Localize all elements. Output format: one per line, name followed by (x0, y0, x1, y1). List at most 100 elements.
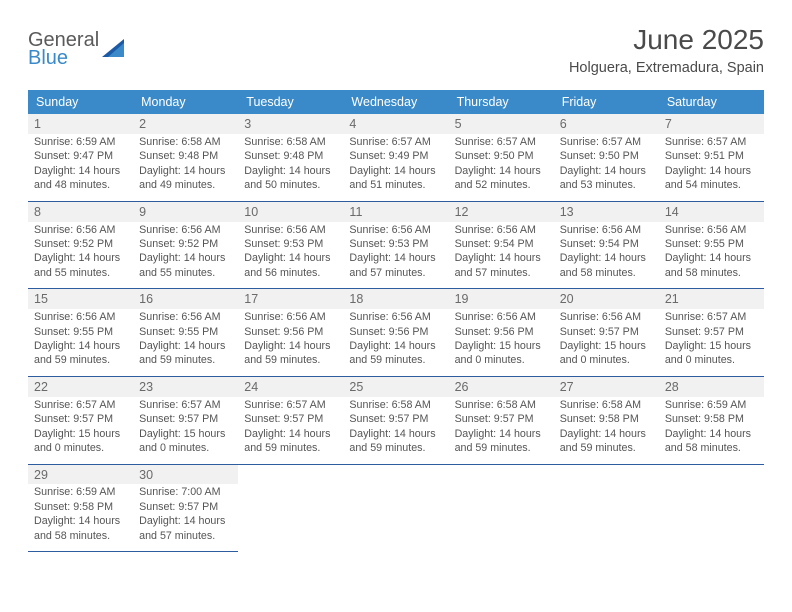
daylight-line: Daylight: 14 hours and 59 minutes. (349, 339, 442, 368)
sunset-line: Sunset: 9:47 PM (34, 149, 127, 163)
daylight-line: Daylight: 14 hours and 58 minutes. (665, 427, 758, 456)
sunset-line: Sunset: 9:56 PM (455, 325, 548, 339)
calendar-page: General Blue June 2025 Holguera, Extrema… (0, 0, 792, 552)
calendar-cell: 3Sunrise: 6:58 AMSunset: 9:48 PMDaylight… (238, 114, 343, 202)
day-number: 15 (28, 289, 133, 309)
day-number: 25 (343, 377, 448, 397)
sunset-line: Sunset: 9:52 PM (34, 237, 127, 251)
sunrise-line: Sunrise: 6:58 AM (560, 398, 653, 412)
calendar-cell: 23Sunrise: 6:57 AMSunset: 9:57 PMDayligh… (133, 377, 238, 465)
sunrise-line: Sunrise: 6:57 AM (560, 135, 653, 149)
day-number: 20 (554, 289, 659, 309)
day-number: 12 (449, 202, 554, 222)
calendar-cell: 24Sunrise: 6:57 AMSunset: 9:57 PMDayligh… (238, 377, 343, 465)
sunrise-line: Sunrise: 6:58 AM (455, 398, 548, 412)
daylight-line: Daylight: 14 hours and 55 minutes. (139, 251, 232, 280)
calendar-cell: 16Sunrise: 6:56 AMSunset: 9:55 PMDayligh… (133, 289, 238, 377)
day-number: 24 (238, 377, 343, 397)
sunset-line: Sunset: 9:51 PM (665, 149, 758, 163)
daylight-line: Daylight: 14 hours and 56 minutes. (244, 251, 337, 280)
weekday-header: Saturday (659, 90, 764, 114)
day-number: 5 (449, 114, 554, 134)
daylight-line: Daylight: 15 hours and 0 minutes. (34, 427, 127, 456)
daylight-line: Daylight: 14 hours and 49 minutes. (139, 164, 232, 193)
day-number: 30 (133, 465, 238, 485)
day-number: 13 (554, 202, 659, 222)
daylight-line: Daylight: 15 hours and 0 minutes. (455, 339, 548, 368)
calendar-cell: 15Sunrise: 6:56 AMSunset: 9:55 PMDayligh… (28, 289, 133, 377)
daylight-line: Daylight: 14 hours and 53 minutes. (560, 164, 653, 193)
sunset-line: Sunset: 9:54 PM (560, 237, 653, 251)
day-number: 27 (554, 377, 659, 397)
sunrise-line: Sunrise: 6:56 AM (349, 310, 442, 324)
day-number: 7 (659, 114, 764, 134)
weekday-header: Friday (554, 90, 659, 114)
sunrise-line: Sunrise: 6:58 AM (244, 135, 337, 149)
logo-triangle-icon (102, 37, 130, 62)
calendar-cell: 8Sunrise: 6:56 AMSunset: 9:52 PMDaylight… (28, 202, 133, 290)
weekday-header: Monday (133, 90, 238, 114)
sunrise-line: Sunrise: 6:56 AM (560, 223, 653, 237)
calendar-cell: 17Sunrise: 6:56 AMSunset: 9:56 PMDayligh… (238, 289, 343, 377)
sunset-line: Sunset: 9:55 PM (34, 325, 127, 339)
sunset-line: Sunset: 9:54 PM (455, 237, 548, 251)
daylight-line: Daylight: 14 hours and 59 minutes. (34, 339, 127, 368)
calendar-cell: 9Sunrise: 6:56 AMSunset: 9:52 PMDaylight… (133, 202, 238, 290)
calendar-cell: 5Sunrise: 6:57 AMSunset: 9:50 PMDaylight… (449, 114, 554, 202)
daylight-line: Daylight: 14 hours and 57 minutes. (139, 514, 232, 543)
location-text: Holguera, Extremadura, Spain (569, 60, 764, 76)
day-number: 19 (449, 289, 554, 309)
day-number: 16 (133, 289, 238, 309)
sunrise-line: Sunrise: 6:59 AM (665, 398, 758, 412)
calendar-cell: 13Sunrise: 6:56 AMSunset: 9:54 PMDayligh… (554, 202, 659, 290)
day-number: 21 (659, 289, 764, 309)
sunrise-line: Sunrise: 6:59 AM (34, 485, 127, 499)
calendar-cell: 28Sunrise: 6:59 AMSunset: 9:58 PMDayligh… (659, 377, 764, 465)
sunrise-line: Sunrise: 6:57 AM (665, 310, 758, 324)
logo-line2: Blue (28, 48, 99, 69)
daylight-line: Daylight: 14 hours and 58 minutes. (34, 514, 127, 543)
sunrise-line: Sunrise: 6:58 AM (349, 398, 442, 412)
day-number: 1 (28, 114, 133, 134)
sunset-line: Sunset: 9:57 PM (349, 412, 442, 426)
daylight-line: Daylight: 14 hours and 58 minutes. (560, 251, 653, 280)
sunset-line: Sunset: 9:49 PM (349, 149, 442, 163)
daylight-line: Daylight: 14 hours and 59 minutes. (349, 427, 442, 456)
sunrise-line: Sunrise: 6:57 AM (349, 135, 442, 149)
sunrise-line: Sunrise: 6:56 AM (349, 223, 442, 237)
sunrise-line: Sunrise: 6:56 AM (244, 223, 337, 237)
calendar-cell: 14Sunrise: 6:56 AMSunset: 9:55 PMDayligh… (659, 202, 764, 290)
calendar-cell: 6Sunrise: 6:57 AMSunset: 9:50 PMDaylight… (554, 114, 659, 202)
day-number: 11 (343, 202, 448, 222)
calendar-cell: 10Sunrise: 6:56 AMSunset: 9:53 PMDayligh… (238, 202, 343, 290)
sunrise-line: Sunrise: 6:56 AM (455, 310, 548, 324)
calendar-cell-empty (554, 465, 659, 553)
sunset-line: Sunset: 9:52 PM (139, 237, 232, 251)
weekday-header: Sunday (28, 90, 133, 114)
sunrise-line: Sunrise: 6:56 AM (665, 223, 758, 237)
weekday-header: Tuesday (238, 90, 343, 114)
daylight-line: Daylight: 14 hours and 51 minutes. (349, 164, 442, 193)
sunset-line: Sunset: 9:48 PM (244, 149, 337, 163)
sunset-line: Sunset: 9:57 PM (244, 412, 337, 426)
sunset-line: Sunset: 9:56 PM (349, 325, 442, 339)
title-block: June 2025 Holguera, Extremadura, Spain (569, 24, 764, 76)
daylight-line: Daylight: 15 hours and 0 minutes. (560, 339, 653, 368)
sunset-line: Sunset: 9:56 PM (244, 325, 337, 339)
day-number: 9 (133, 202, 238, 222)
calendar-cell: 26Sunrise: 6:58 AMSunset: 9:57 PMDayligh… (449, 377, 554, 465)
daylight-line: Daylight: 14 hours and 50 minutes. (244, 164, 337, 193)
sunrise-line: Sunrise: 7:00 AM (139, 485, 232, 499)
sunset-line: Sunset: 9:55 PM (139, 325, 232, 339)
sunset-line: Sunset: 9:57 PM (139, 412, 232, 426)
sunset-line: Sunset: 9:57 PM (139, 500, 232, 514)
calendar-cell-empty (449, 465, 554, 553)
daylight-line: Daylight: 14 hours and 55 minutes. (34, 251, 127, 280)
day-number: 4 (343, 114, 448, 134)
logo-text: General Blue (28, 30, 99, 69)
day-number: 18 (343, 289, 448, 309)
calendar-cell: 18Sunrise: 6:56 AMSunset: 9:56 PMDayligh… (343, 289, 448, 377)
daylight-line: Daylight: 15 hours and 0 minutes. (139, 427, 232, 456)
sunset-line: Sunset: 9:50 PM (455, 149, 548, 163)
sunrise-line: Sunrise: 6:56 AM (139, 223, 232, 237)
